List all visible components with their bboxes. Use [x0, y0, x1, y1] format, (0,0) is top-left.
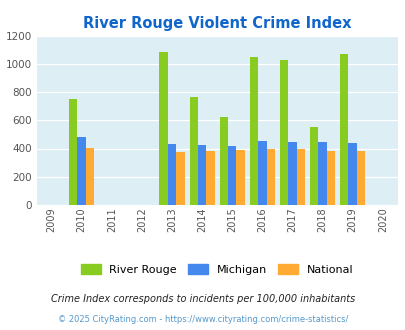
Bar: [167, 144, 176, 205]
Bar: [189, 97, 198, 205]
Legend: River Rouge, Michigan, National: River Rouge, Michigan, National: [80, 264, 353, 275]
Bar: [356, 151, 364, 205]
Bar: [296, 149, 305, 205]
Bar: [69, 99, 77, 205]
Bar: [236, 149, 244, 205]
Text: Crime Index corresponds to incidents per 100,000 inhabitants: Crime Index corresponds to incidents per…: [51, 294, 354, 304]
Bar: [176, 152, 184, 205]
Bar: [86, 148, 94, 205]
Bar: [266, 149, 274, 205]
Title: River Rouge Violent Crime Index: River Rouge Violent Crime Index: [83, 16, 351, 31]
Bar: [206, 151, 214, 205]
Bar: [258, 141, 266, 205]
Bar: [77, 137, 86, 205]
Bar: [228, 147, 236, 205]
Bar: [318, 142, 326, 205]
Bar: [326, 151, 335, 205]
Bar: [159, 52, 167, 205]
Bar: [249, 57, 258, 205]
Bar: [347, 143, 356, 205]
Bar: [339, 54, 347, 205]
Bar: [219, 117, 228, 205]
Bar: [279, 60, 288, 205]
Bar: [198, 146, 206, 205]
Bar: [309, 127, 318, 205]
Bar: [288, 142, 296, 205]
Text: © 2025 CityRating.com - https://www.cityrating.com/crime-statistics/: © 2025 CityRating.com - https://www.city…: [58, 315, 347, 324]
